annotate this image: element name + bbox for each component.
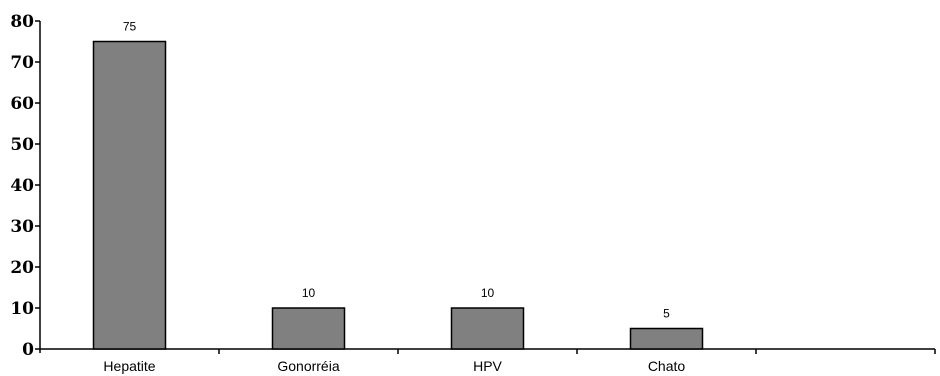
y-axis: 0 10 20 30 40 50 60 70 80 [10,12,41,360]
y-tick-label: 70 [10,53,34,73]
data-labels: 75 10 10 5 [123,20,670,321]
y-tick-label: 40 [10,176,34,196]
y-tick-label: 10 [10,299,34,319]
y-tick-label: 20 [10,258,34,278]
y-tick-label: 60 [10,94,34,114]
bar-hepatite [92,40,167,350]
y-tick-label: 80 [10,12,34,32]
bar-gonorréia [271,307,346,350]
y-tick-label: 30 [10,217,34,237]
x-tick-label: Gonorréia [277,358,339,374]
data-label: 5 [663,307,670,321]
data-label: 75 [123,20,137,34]
bar-chato [629,327,704,350]
data-label: 10 [302,286,316,300]
y-tick-label: 50 [10,135,34,155]
x-tick-label: Chato [648,358,686,374]
data-label: 10 [481,286,495,300]
x-tick-label: HPV [473,358,502,374]
x-tick-label: Hepatite [103,358,155,374]
y-tick-label: 0 [22,340,34,360]
bars [92,40,704,350]
bar-hpv [450,307,525,350]
x-axis: Hepatite Gonorréia HPV Chato [40,348,936,374]
